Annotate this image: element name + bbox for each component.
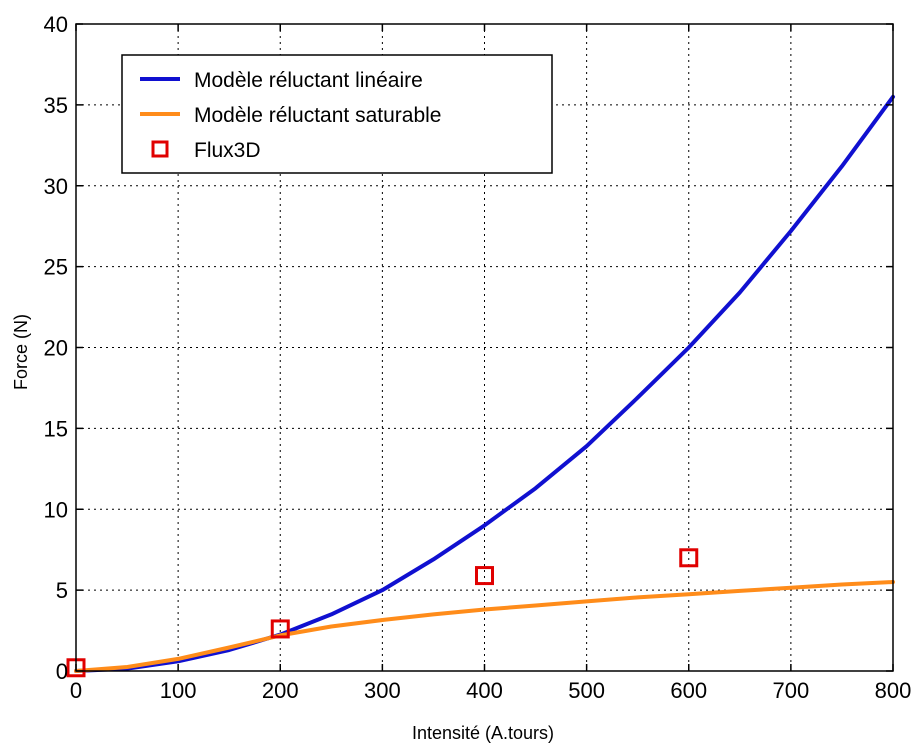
y-axis-label: Force (N) <box>11 314 31 390</box>
y-tick-label: 5 <box>56 578 68 603</box>
x-tick-label: 300 <box>364 678 401 703</box>
series-line <box>74 580 895 673</box>
x-tick-label: 600 <box>670 678 707 703</box>
y-tick-label: 30 <box>44 174 68 199</box>
series-line <box>74 94 895 673</box>
x-tick-label: 200 <box>262 678 299 703</box>
data-point-marker <box>270 619 290 639</box>
legend-label: Modèle réluctant saturable <box>194 104 441 127</box>
x-tick-label: 0 <box>70 678 82 703</box>
x-tick-label: 700 <box>773 678 810 703</box>
x-tick-label: 100 <box>160 678 197 703</box>
y-tick-label: 0 <box>56 659 68 684</box>
x-tick-label: 800 <box>875 678 912 703</box>
legend-label: Flux3D <box>194 139 261 162</box>
data-point-marker <box>475 566 494 586</box>
legend-label: Modèle réluctant linéaire <box>194 69 423 92</box>
axes-box <box>75 23 894 672</box>
y-tick-label: 40 <box>44 12 68 37</box>
y-tick-label: 15 <box>44 416 68 441</box>
y-tick-label: 25 <box>44 255 68 280</box>
x-tick-label: 500 <box>568 678 605 703</box>
y-tick-label: 35 <box>44 93 68 118</box>
data-point-marker <box>679 548 699 568</box>
legend-swatch <box>151 140 169 158</box>
axes-frame <box>75 23 894 672</box>
legend-box <box>121 54 553 174</box>
tick-labels: 0 100 200 300 400 500 600 700 800 0 5 10 15 20 25 30 35 4… <box>44 12 912 703</box>
y-tick-label: 10 <box>44 497 68 522</box>
x-axis-label: Intensité (A.tours) <box>412 723 554 743</box>
x-tick-label: 400 <box>466 678 503 703</box>
y-tick-label: 20 <box>44 336 68 361</box>
legend: Modèle réluctant linéaire Modèle réluctan… <box>121 54 553 174</box>
series-layer <box>66 94 895 678</box>
